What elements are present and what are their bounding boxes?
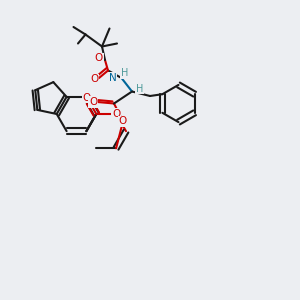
Text: O: O bbox=[90, 74, 99, 85]
Text: O: O bbox=[119, 116, 127, 127]
Text: N: N bbox=[109, 73, 116, 83]
Text: H: H bbox=[136, 83, 143, 94]
Text: O: O bbox=[112, 109, 120, 119]
Text: O: O bbox=[83, 93, 91, 103]
Text: O: O bbox=[89, 97, 97, 107]
Text: O: O bbox=[95, 53, 103, 64]
Text: H: H bbox=[121, 68, 128, 79]
